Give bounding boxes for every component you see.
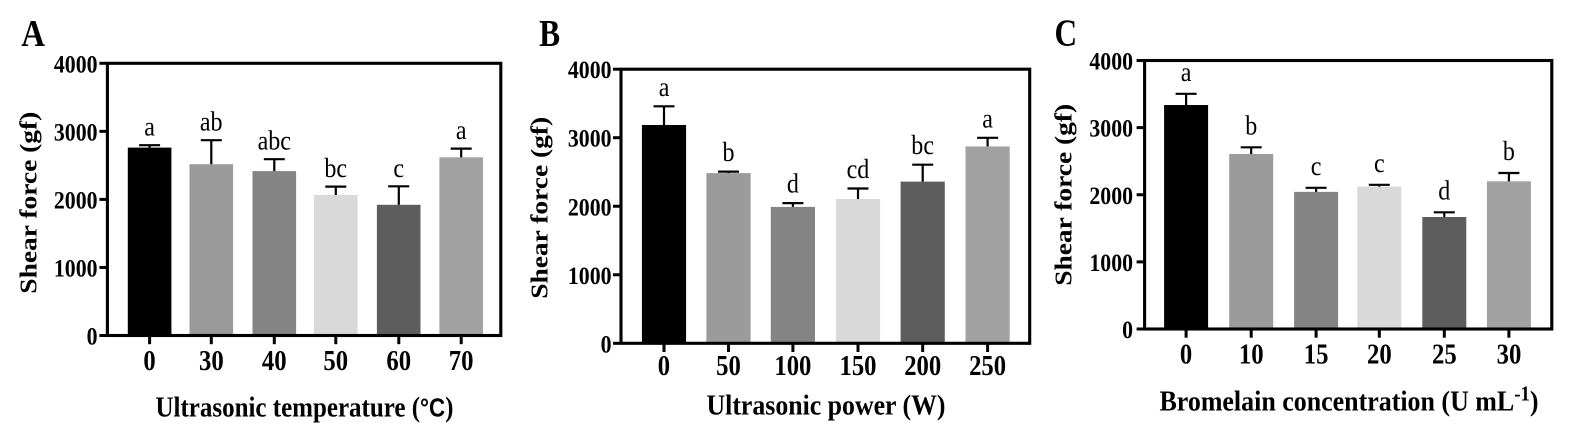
- svg-text:30: 30: [1497, 340, 1522, 371]
- svg-text:cd: cd: [847, 153, 870, 184]
- svg-text:c: c: [1311, 150, 1322, 181]
- svg-text:Shear force (gf): Shear force (gf): [1050, 104, 1077, 286]
- svg-text:150: 150: [840, 351, 877, 382]
- svg-text:4000: 4000: [568, 57, 612, 84]
- svg-text:ab: ab: [200, 106, 223, 137]
- svg-text:Shear force (gf): Shear force (gf): [526, 117, 553, 299]
- svg-text:200: 200: [904, 351, 941, 382]
- svg-text:0: 0: [658, 351, 670, 382]
- svg-text:c: c: [393, 152, 404, 183]
- svg-text:4000: 4000: [1089, 49, 1133, 76]
- svg-text:20: 20: [1367, 340, 1392, 371]
- svg-text:a: a: [456, 114, 467, 145]
- svg-text:Ultrasonic power (W): Ultrasonic power (W): [707, 390, 946, 422]
- svg-text:Ultrasonic temperature (°C): Ultrasonic temperature (°C): [156, 391, 454, 423]
- svg-text:Bromelain concentration (U mL-: Bromelain concentration (U mL-1): [1160, 382, 1539, 418]
- svg-text:30: 30: [199, 346, 224, 377]
- svg-text:A: A: [21, 13, 45, 55]
- svg-text:a: a: [659, 71, 670, 102]
- svg-text:d: d: [787, 168, 799, 199]
- svg-text:0: 0: [1122, 317, 1133, 344]
- svg-text:2000: 2000: [568, 194, 612, 221]
- svg-text:C: C: [1055, 13, 1078, 55]
- svg-text:25: 25: [1432, 340, 1457, 371]
- svg-text:b: b: [1503, 135, 1515, 166]
- svg-text:2000: 2000: [54, 187, 98, 214]
- svg-text:a: a: [982, 102, 993, 133]
- svg-text:1000: 1000: [568, 263, 612, 290]
- svg-text:3000: 3000: [54, 119, 98, 146]
- svg-text:250: 250: [969, 351, 1006, 382]
- svg-text:50: 50: [716, 351, 741, 382]
- svg-text:abc: abc: [258, 125, 291, 156]
- svg-text:10: 10: [1239, 340, 1264, 371]
- svg-text:100: 100: [774, 351, 811, 382]
- svg-text:4000: 4000: [54, 51, 98, 78]
- svg-text:0: 0: [143, 346, 155, 377]
- svg-text:3000: 3000: [568, 126, 612, 153]
- svg-text:a: a: [1181, 56, 1192, 87]
- svg-text:c: c: [1374, 147, 1385, 178]
- svg-text:bc: bc: [324, 152, 347, 183]
- svg-text:3000: 3000: [1089, 116, 1133, 143]
- svg-text:0: 0: [601, 331, 612, 358]
- svg-text:15: 15: [1304, 340, 1329, 371]
- svg-text:60: 60: [386, 346, 411, 377]
- svg-text:70: 70: [449, 346, 474, 377]
- svg-text:Shear force (gf): Shear force (gf): [15, 112, 42, 294]
- svg-text:40: 40: [262, 346, 287, 377]
- svg-text:2000: 2000: [1089, 183, 1133, 210]
- svg-text:B: B: [539, 13, 560, 55]
- svg-text:0: 0: [1180, 340, 1192, 371]
- svg-text:d: d: [1438, 174, 1450, 205]
- svg-text:b: b: [1245, 109, 1257, 140]
- svg-text:50: 50: [323, 346, 348, 377]
- svg-text:b: b: [723, 136, 735, 167]
- svg-text:a: a: [144, 111, 155, 142]
- svg-text:1000: 1000: [1089, 250, 1133, 277]
- svg-text:1000: 1000: [54, 255, 98, 282]
- svg-text:bc: bc: [911, 129, 934, 160]
- svg-text:0: 0: [87, 324, 98, 351]
